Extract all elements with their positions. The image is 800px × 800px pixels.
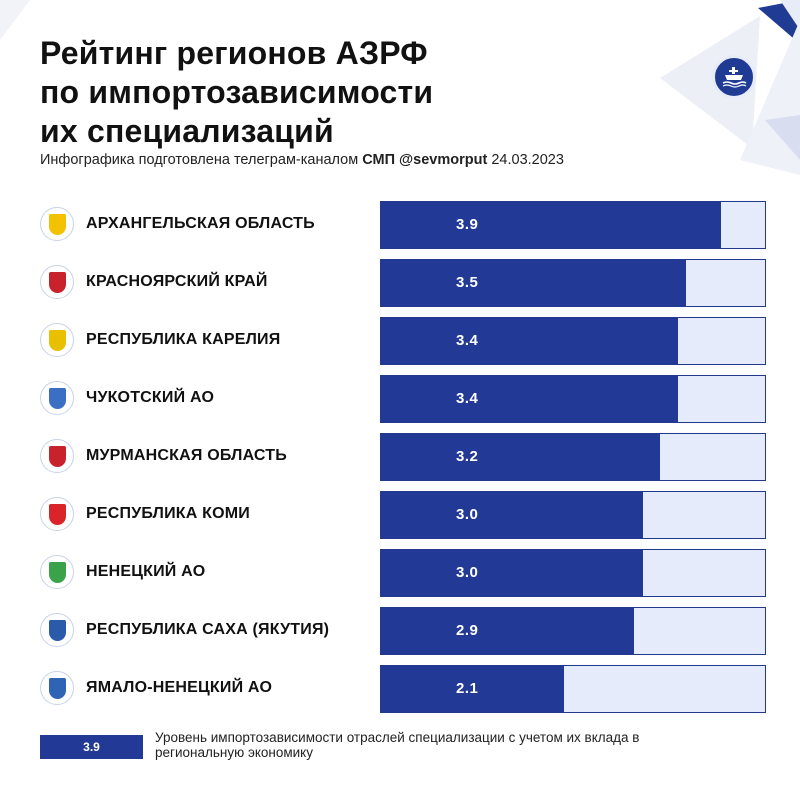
subtitle: Инфографика подготовлена телеграм-канало… — [40, 152, 564, 168]
bar-value-label: 3.5 — [456, 274, 479, 291]
legend-sample-value: 3.9 — [83, 740, 100, 754]
bar-track: 2.9 — [380, 607, 766, 655]
bar-row: ЯМАЛО-НЕНЕЦКИЙ АО 2.1 — [0, 665, 800, 713]
region-label: НЕНЕЦКИЙ АО — [86, 563, 206, 580]
bar-row: НЕНЕЦКИЙ АО 3.0 — [0, 549, 800, 597]
bar-track: 3.4 — [380, 375, 766, 423]
yamal-coat-of-arms-icon — [40, 671, 74, 705]
bar — [381, 434, 660, 480]
karelia-coat-of-arms-icon — [40, 323, 74, 357]
emblem-shield — [48, 329, 66, 351]
legend-text: Уровень импортозависимости отраслей спец… — [155, 730, 640, 760]
bar-row: РЕСПУБЛИКА САХА (ЯКУТИЯ) 2.9 — [0, 607, 800, 655]
title-line: по импортозависимости — [40, 74, 434, 110]
region-label: РЕСПУБЛИКА КАРЕЛИЯ — [86, 331, 281, 348]
krasnoyarsk-coat-of-arms-icon — [40, 265, 74, 299]
bar-track: 3.2 — [380, 433, 766, 481]
page-title: Рейтинг регионов АЗРФ по импортозависимо… — [40, 34, 433, 151]
subtitle-channel: СМП @sevmorput — [362, 152, 488, 168]
arkhangelsk-coat-of-arms-icon — [40, 207, 74, 241]
murmansk-coat-of-arms-icon — [40, 439, 74, 473]
bar-row: ЧУКОТСКИЙ АО 3.4 — [0, 375, 800, 423]
bar-value-label: 2.1 — [456, 680, 479, 697]
bar-value-label: 3.0 — [456, 564, 479, 581]
bar-track: 3.5 — [380, 259, 766, 307]
subtitle-date: 24.03.2023 — [491, 152, 564, 168]
bar — [381, 376, 678, 422]
subtitle-prefix: Инфографика подготовлена телеграм-канало… — [40, 152, 359, 168]
region-label: ЧУКОТСКИЙ АО — [86, 389, 215, 406]
region-label: РЕСПУБЛИКА КОМИ — [86, 505, 250, 522]
bar-row: МУРМАНСКАЯ ОБЛАСТЬ 3.2 — [0, 433, 800, 481]
logo — [712, 55, 756, 99]
bar-row: КРАСНОЯРСКИЙ КРАЙ 3.5 — [0, 259, 800, 307]
bar-value-label: 3.2 — [456, 448, 479, 465]
bar — [381, 202, 721, 248]
bar-value-label: 3.4 — [456, 332, 479, 349]
nenets-coat-of-arms-icon — [40, 555, 74, 589]
chukotka-coat-of-arms-icon — [40, 381, 74, 415]
region-label: КРАСНОЯРСКИЙ КРАЙ — [86, 273, 268, 290]
emblem-shield — [48, 677, 66, 699]
bar-value-label: 3.9 — [456, 216, 479, 233]
bar-value-label: 3.4 — [456, 390, 479, 407]
bar — [381, 666, 564, 712]
emblem-shield — [48, 445, 66, 467]
emblem-shield — [48, 213, 66, 235]
region-label: МУРМАНСКАЯ ОБЛАСТЬ — [86, 447, 287, 464]
bar-track: 3.9 — [380, 201, 766, 249]
bar — [381, 260, 686, 306]
sakha-coat-of-arms-icon — [40, 613, 74, 647]
bar-row: АРХАНГЕЛЬСКАЯ ОБЛАСТЬ 3.9 — [0, 201, 800, 249]
komi-coat-of-arms-icon — [40, 497, 74, 531]
bar-value-label: 3.0 — [456, 506, 479, 523]
ship-icon — [722, 67, 747, 88]
region-label: ЯМАЛО-НЕНЕЦКИЙ АО — [86, 679, 273, 696]
region-label: АРХАНГЕЛЬСКАЯ ОБЛАСТЬ — [86, 215, 315, 232]
emblem-shield — [48, 561, 66, 583]
emblem-shield — [48, 619, 66, 641]
bar — [381, 550, 643, 596]
emblem-shield — [48, 271, 66, 293]
bar-track: 3.0 — [380, 549, 766, 597]
bar-row: РЕСПУБЛИКА КОМИ 3.0 — [0, 491, 800, 539]
bar — [381, 608, 634, 654]
emblem-shield — [48, 503, 66, 525]
region-label: РЕСПУБЛИКА САХА (ЯКУТИЯ) — [86, 621, 330, 638]
emblem-shield — [48, 387, 66, 409]
bar-value-label: 2.9 — [456, 622, 479, 639]
bar — [381, 492, 643, 538]
title-line: их специализаций — [40, 113, 334, 149]
bar-row: РЕСПУБЛИКА КАРЕЛИЯ 3.4 — [0, 317, 800, 365]
title-line: Рейтинг регионов АЗРФ — [40, 35, 428, 71]
bar-track: 3.4 — [380, 317, 766, 365]
bar — [381, 318, 678, 364]
bar-track: 3.0 — [380, 491, 766, 539]
legend-sample-bar: 3.9 — [40, 735, 143, 759]
bar-track: 2.1 — [380, 665, 766, 713]
